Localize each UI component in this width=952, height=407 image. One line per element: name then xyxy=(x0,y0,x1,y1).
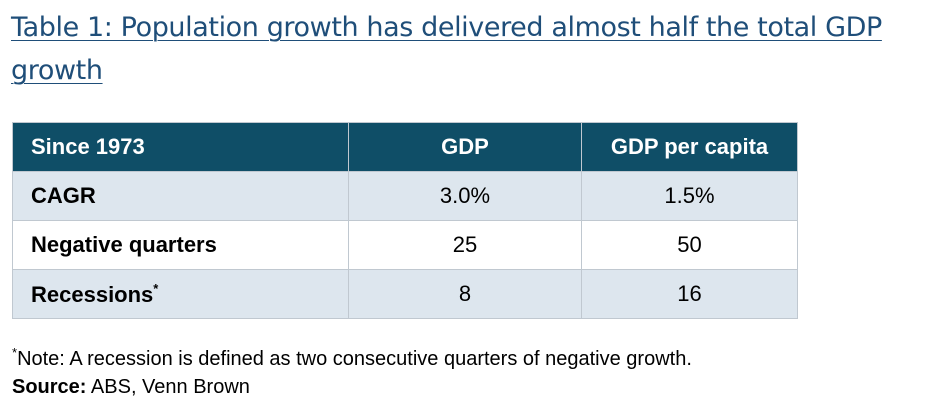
row-label: Negative quarters xyxy=(12,220,349,270)
footnote-marker: * xyxy=(12,345,18,360)
table-row: CAGR 3.0% 1.5% xyxy=(12,171,798,221)
gdp-per-capita-cell: 1.5% xyxy=(581,171,798,221)
footnote-marker: * xyxy=(153,280,159,296)
footnote-text: Note: A recession is defined as two cons… xyxy=(17,348,692,370)
column-header-gdp: GDP xyxy=(348,122,582,172)
table-header-row: Since 1973 GDP GDP per capita xyxy=(12,122,798,172)
table-row: Negative quarters 25 50 xyxy=(12,220,798,270)
gdp-per-capita-cell: 50 xyxy=(581,220,798,270)
data-table: Since 1973 GDP GDP per capita CAGR 3.0% … xyxy=(12,122,798,319)
table-title: Table 1: Population growth has delivered… xyxy=(11,12,882,86)
gdp-cell: 25 xyxy=(348,220,582,270)
source-label: Source: xyxy=(12,376,87,398)
column-header-since-1973: Since 1973 xyxy=(12,122,349,172)
source-line: Source: ABS, Venn Brown xyxy=(12,374,250,400)
gdp-cell: 3.0% xyxy=(348,171,582,221)
row-label-text: Recessions xyxy=(31,281,154,307)
row-label: Recessions* xyxy=(12,269,349,319)
gdp-per-capita-cell: 16 xyxy=(581,269,798,319)
row-label-text: Negative quarters xyxy=(31,232,217,257)
column-header-gdp-per-capita: GDP per capita xyxy=(581,122,798,172)
source-text: ABS, Venn Brown xyxy=(86,376,250,398)
footnote: *Note: A recession is defined as two con… xyxy=(12,340,692,372)
row-label: CAGR xyxy=(12,171,349,221)
table-row: Recessions* 8 16 xyxy=(12,269,798,319)
gdp-cell: 8 xyxy=(348,269,582,319)
row-label-text: CAGR xyxy=(31,183,96,208)
